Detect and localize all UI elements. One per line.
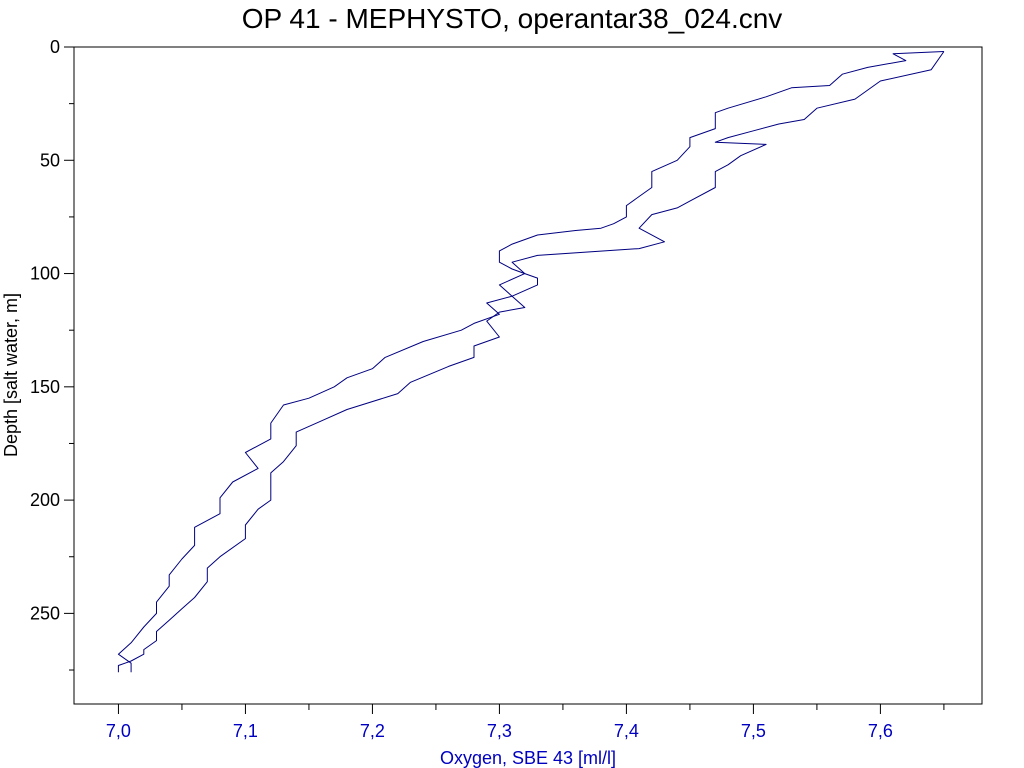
- x-tick-label: 7,4: [614, 721, 639, 741]
- y-axis-label: Depth [salt water, m]: [1, 293, 21, 457]
- x-tick-label: 7,0: [106, 721, 131, 741]
- y-tick-label: 200: [30, 490, 60, 510]
- x-tick-label: 7,5: [741, 721, 766, 741]
- x-tick-label: 7,2: [360, 721, 385, 741]
- y-tick-label: 150: [30, 377, 60, 397]
- series-layer: [117, 51, 945, 673]
- y-tick-label: 0: [50, 37, 60, 57]
- x-axis-label: Oxygen, SBE 43 [ml/l]: [440, 748, 616, 768]
- x-tick-label: 7,6: [868, 721, 893, 741]
- plot-frame: [73, 46, 983, 705]
- y-tick-label: 250: [30, 603, 60, 623]
- x-tick-label: 7,3: [487, 721, 512, 741]
- y-axis-ticks: 0 50 100 150 200 250: [30, 37, 74, 671]
- x-tick-label: 7,1: [233, 721, 258, 741]
- y-tick-label: 50: [40, 150, 60, 170]
- y-tick-label: 100: [30, 264, 60, 284]
- x-axis-ticks: 7,0 7,1 7,2 7,3 7,4 7,5 7,6: [106, 704, 945, 741]
- oxygen-profile-line-2: [117, 51, 945, 673]
- chart-title: OP 41 - MEPHYSTO, operantar38_024.cnv: [242, 3, 783, 34]
- oxygen-profile-line-1: [117, 51, 944, 673]
